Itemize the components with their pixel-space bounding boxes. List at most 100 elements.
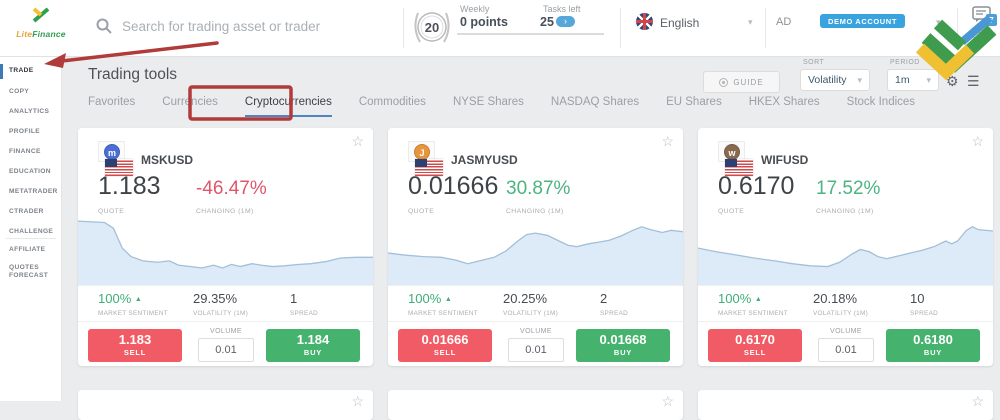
quote-label: QUOTE (408, 208, 435, 215)
asset-card-jasmyusd: ☆ J JASMYUSD 0.01666 QUOTE 30.87% CHANGI… (388, 128, 683, 366)
us-flag-icon (415, 159, 443, 176)
asset-tabs: Favorites Currencies Cryptocurrencies Co… (88, 96, 915, 117)
sell-button[interactable]: 0.01666 SELL (398, 329, 492, 362)
sort-select[interactable]: Volatility ▾ (800, 69, 870, 91)
language-selector[interactable]: English (660, 16, 700, 30)
search-input[interactable]: Search for trading asset or trader (122, 19, 321, 34)
tab-nasdaq-shares[interactable]: NASDAQ Shares (550, 96, 640, 108)
asset-symbol[interactable]: WIFUSD (761, 153, 809, 167)
svg-text:20: 20 (425, 20, 439, 35)
volatility-value: 20.25% (503, 291, 548, 306)
weekly-rank-badge[interactable]: 20 (410, 4, 454, 52)
demo-account-badge[interactable]: DEMO ACCOUNT (820, 14, 906, 28)
volatility-label: VOLATILITY (1M) (813, 310, 869, 317)
price-sparkline-chart (78, 214, 373, 285)
favorite-star-icon[interactable]: ☆ (351, 133, 364, 149)
spread-label: SPREAD (290, 310, 319, 317)
litefinance-logo[interactable]: LiteFinance (12, 6, 70, 39)
tab-eu-shares[interactable]: EU Shares (666, 96, 722, 108)
tab-currencies[interactable]: Currencies (162, 96, 218, 108)
buy-button[interactable]: 0.6180 BUY (886, 329, 980, 362)
tab-commodities[interactable]: Commodities (358, 96, 426, 108)
chevron-down-icon[interactable]: ▾ (936, 17, 941, 27)
sidebar-item-profile[interactable]: PROFILE (9, 128, 41, 135)
volume-input[interactable] (198, 338, 254, 362)
quote-value: 0.01666 (408, 172, 499, 200)
sidebar-item-affiliate[interactable]: AFFILIATE (9, 246, 46, 253)
header-divider (957, 8, 958, 48)
change-label: CHANGING (1M) (506, 208, 564, 215)
tasks-left-label: Tasks left (543, 4, 581, 14)
change-label: CHANGING (1M) (816, 208, 874, 215)
tab-stock-indices[interactable]: Stock Indices (846, 96, 916, 108)
sidebar-item-metatrader[interactable]: METATRADER (9, 188, 58, 195)
wifusd-coin-icon: w (724, 144, 740, 160)
header-divider (403, 8, 404, 48)
chat-label: CHAT (972, 31, 996, 40)
chevron-down-icon[interactable]: ▾ (748, 17, 753, 27)
volume-label: VOLUME (830, 328, 862, 335)
tab-nyse-shares[interactable]: NYSE Shares (452, 96, 524, 108)
change-label: CHANGING (1M) (196, 208, 254, 215)
change-value: -46.47% (196, 178, 267, 199)
sidebar-item-analytics[interactable]: ANALYTICS (9, 108, 50, 115)
favorite-star-icon[interactable]: ☆ (661, 393, 674, 409)
buy-button[interactable]: 0.01668 BUY (576, 329, 670, 362)
coin-icon-frame: m (98, 141, 125, 162)
sell-button[interactable]: 1.183 SELL (88, 329, 182, 362)
favorite-star-icon[interactable]: ☆ (351, 393, 364, 409)
market-sentiment-label: MARKET SENTIMENT (408, 310, 479, 317)
volatility-value: 20.18% (813, 291, 858, 306)
market-sentiment-value: 100% ▲ (98, 291, 142, 306)
volume-input[interactable] (508, 338, 564, 362)
header-divider (765, 8, 766, 48)
mskusd-coin-icon: m (104, 144, 120, 160)
sell-button[interactable]: 0.6170 SELL (708, 329, 802, 362)
spread-label: SPREAD (910, 310, 939, 317)
quote-label: QUOTE (718, 208, 745, 215)
jasmyusd-coin-icon: J (414, 144, 430, 160)
period-select[interactable]: 1m ▾ (887, 69, 939, 91)
settings-gear-icon[interactable]: ⚙ (946, 73, 959, 89)
favorite-star-icon[interactable]: ☆ (971, 133, 984, 149)
volume-input[interactable] (818, 338, 874, 362)
quote-value: 1.183 (98, 172, 161, 200)
favorite-star-icon[interactable]: ☆ (661, 133, 674, 149)
spread-value: 1 (290, 291, 298, 306)
asset-symbol[interactable]: MSKUSD (141, 153, 194, 167)
sidebar-item-quotes-forecast[interactable]: QUOTES FORECAST (9, 264, 49, 279)
favorite-star-icon[interactable]: ☆ (971, 393, 984, 409)
sidebar-item-finance[interactable]: FINANCE (9, 148, 41, 155)
chat-button[interactable]: 7 CHAT (972, 6, 998, 40)
weekly-progress-bar (457, 33, 604, 35)
list-view-icon[interactable]: ☰ (967, 73, 980, 89)
tab-favorites[interactable]: Favorites (88, 96, 136, 108)
uk-flag-icon (636, 13, 653, 30)
tab-cryptocurrencies[interactable]: Cryptocurrencies (244, 96, 332, 117)
buy-button[interactable]: 1.184 BUY (266, 329, 360, 362)
asset-symbol[interactable]: JASMYUSD (451, 153, 518, 167)
sentiment-up-icon: ▲ (134, 296, 142, 303)
volatility-label: VOLATILITY (1M) (193, 310, 249, 317)
sidebar-item-ctrader[interactable]: CTRADER (9, 208, 44, 215)
quote-value: 0.6170 (718, 172, 795, 200)
sidebar-item-education[interactable]: EDUCATION (9, 168, 51, 175)
tab-hkex-shares[interactable]: HKEX Shares (748, 96, 820, 108)
change-value: 30.87% (506, 178, 571, 199)
top-header: LiteFinance Search for trading asset or … (0, 0, 1000, 57)
sort-label: SORT (803, 59, 825, 66)
litefinance-logo-icon (32, 7, 50, 23)
sidebar-item-challenge[interactable]: CHALLENGE (9, 228, 54, 235)
search-icon (96, 18, 112, 34)
logo-text: LiteFinance (16, 29, 66, 39)
page-title: Trading tools (88, 66, 178, 83)
tasks-left-count: 25 (540, 15, 554, 29)
sidebar-item-trade[interactable]: TRADE (0, 64, 62, 79)
asset-card-partial: ☆ (698, 390, 993, 420)
guide-button[interactable]: GUIDE (703, 71, 780, 93)
sidebar-item-copy[interactable]: COPY (9, 88, 30, 95)
price-sparkline-chart (698, 214, 993, 285)
volume-label: VOLUME (210, 328, 242, 335)
tasks-expand-button[interactable]: › (556, 16, 575, 27)
price-sparkline-chart (388, 214, 683, 285)
